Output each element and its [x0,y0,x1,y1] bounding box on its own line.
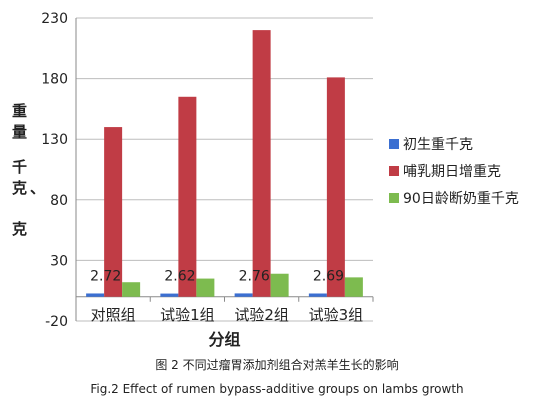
bar [104,127,123,297]
grid-lines [76,17,373,322]
y-axis-title-char: 千 [12,158,27,176]
bar [326,77,345,297]
y-axis-title-line-1: 重量 [12,102,27,141]
legend-swatch [389,139,399,149]
y-tick-label: 80 [50,193,68,209]
bar [344,277,363,297]
y-axis-title-char: 、 [30,179,45,197]
bars [86,30,363,297]
bar [196,278,215,297]
bar [122,282,141,297]
y-axis-title-char: 克 [12,179,27,197]
bar [160,293,179,297]
x-tick-label: 试验2组 [234,306,289,324]
y-tick-label: 180 [41,72,68,88]
axes: -20 30 80 130 180 230 对照组 试验1组 试验2组 试验3组 [41,11,374,330]
x-tick-label: 试验3组 [309,306,364,324]
x-tick-label: 试验1组 [160,306,215,324]
legend-label: 90日龄断奶重千克 [403,191,519,207]
bar [86,293,105,297]
y-tick-label: 130 [41,132,68,148]
x-axis-title: 分组 [208,330,240,349]
legend-label: 哺乳期日增重克 [403,164,501,180]
data-label: 2.69 [313,268,344,284]
data-label: 2.62 [164,269,195,285]
legend-swatch [389,166,399,176]
y-tick-label: 30 [50,253,68,269]
y-axis-title-char: 量 [12,123,27,141]
y-axis-title-line-2: 千克、 [12,158,45,197]
figure-caption-chinese: 图 2 不同过瘤胃添加剂组合对羔羊生长的影响 [155,358,399,372]
bar [234,293,253,297]
y-axis-title-line-3: 克 [12,220,27,238]
bar [178,96,197,297]
data-label: 2.76 [239,268,270,284]
bar [252,30,271,297]
x-tick-label: 对照组 [91,306,136,324]
bar [308,293,327,297]
legend-label: 初生重千克 [403,136,473,153]
data-labels: 2.72 2.62 2.76 2.69 [90,268,344,284]
bar-chart: -20 30 80 130 180 230 对照组 试验1组 试验2组 试验3组 2.72 2.62… [12,11,519,349]
bar [270,273,289,297]
y-tick-label: -20 [45,314,68,330]
y-axis-title-char: 克 [12,220,27,238]
y-tick-label: 230 [41,11,68,27]
y-axis-title-char: 重 [12,102,27,120]
figure-caption-english: Fig.2 Effect of rumen bypass-additive gr… [90,382,464,396]
legend-swatch [389,193,399,203]
data-label: 2.72 [90,268,121,284]
